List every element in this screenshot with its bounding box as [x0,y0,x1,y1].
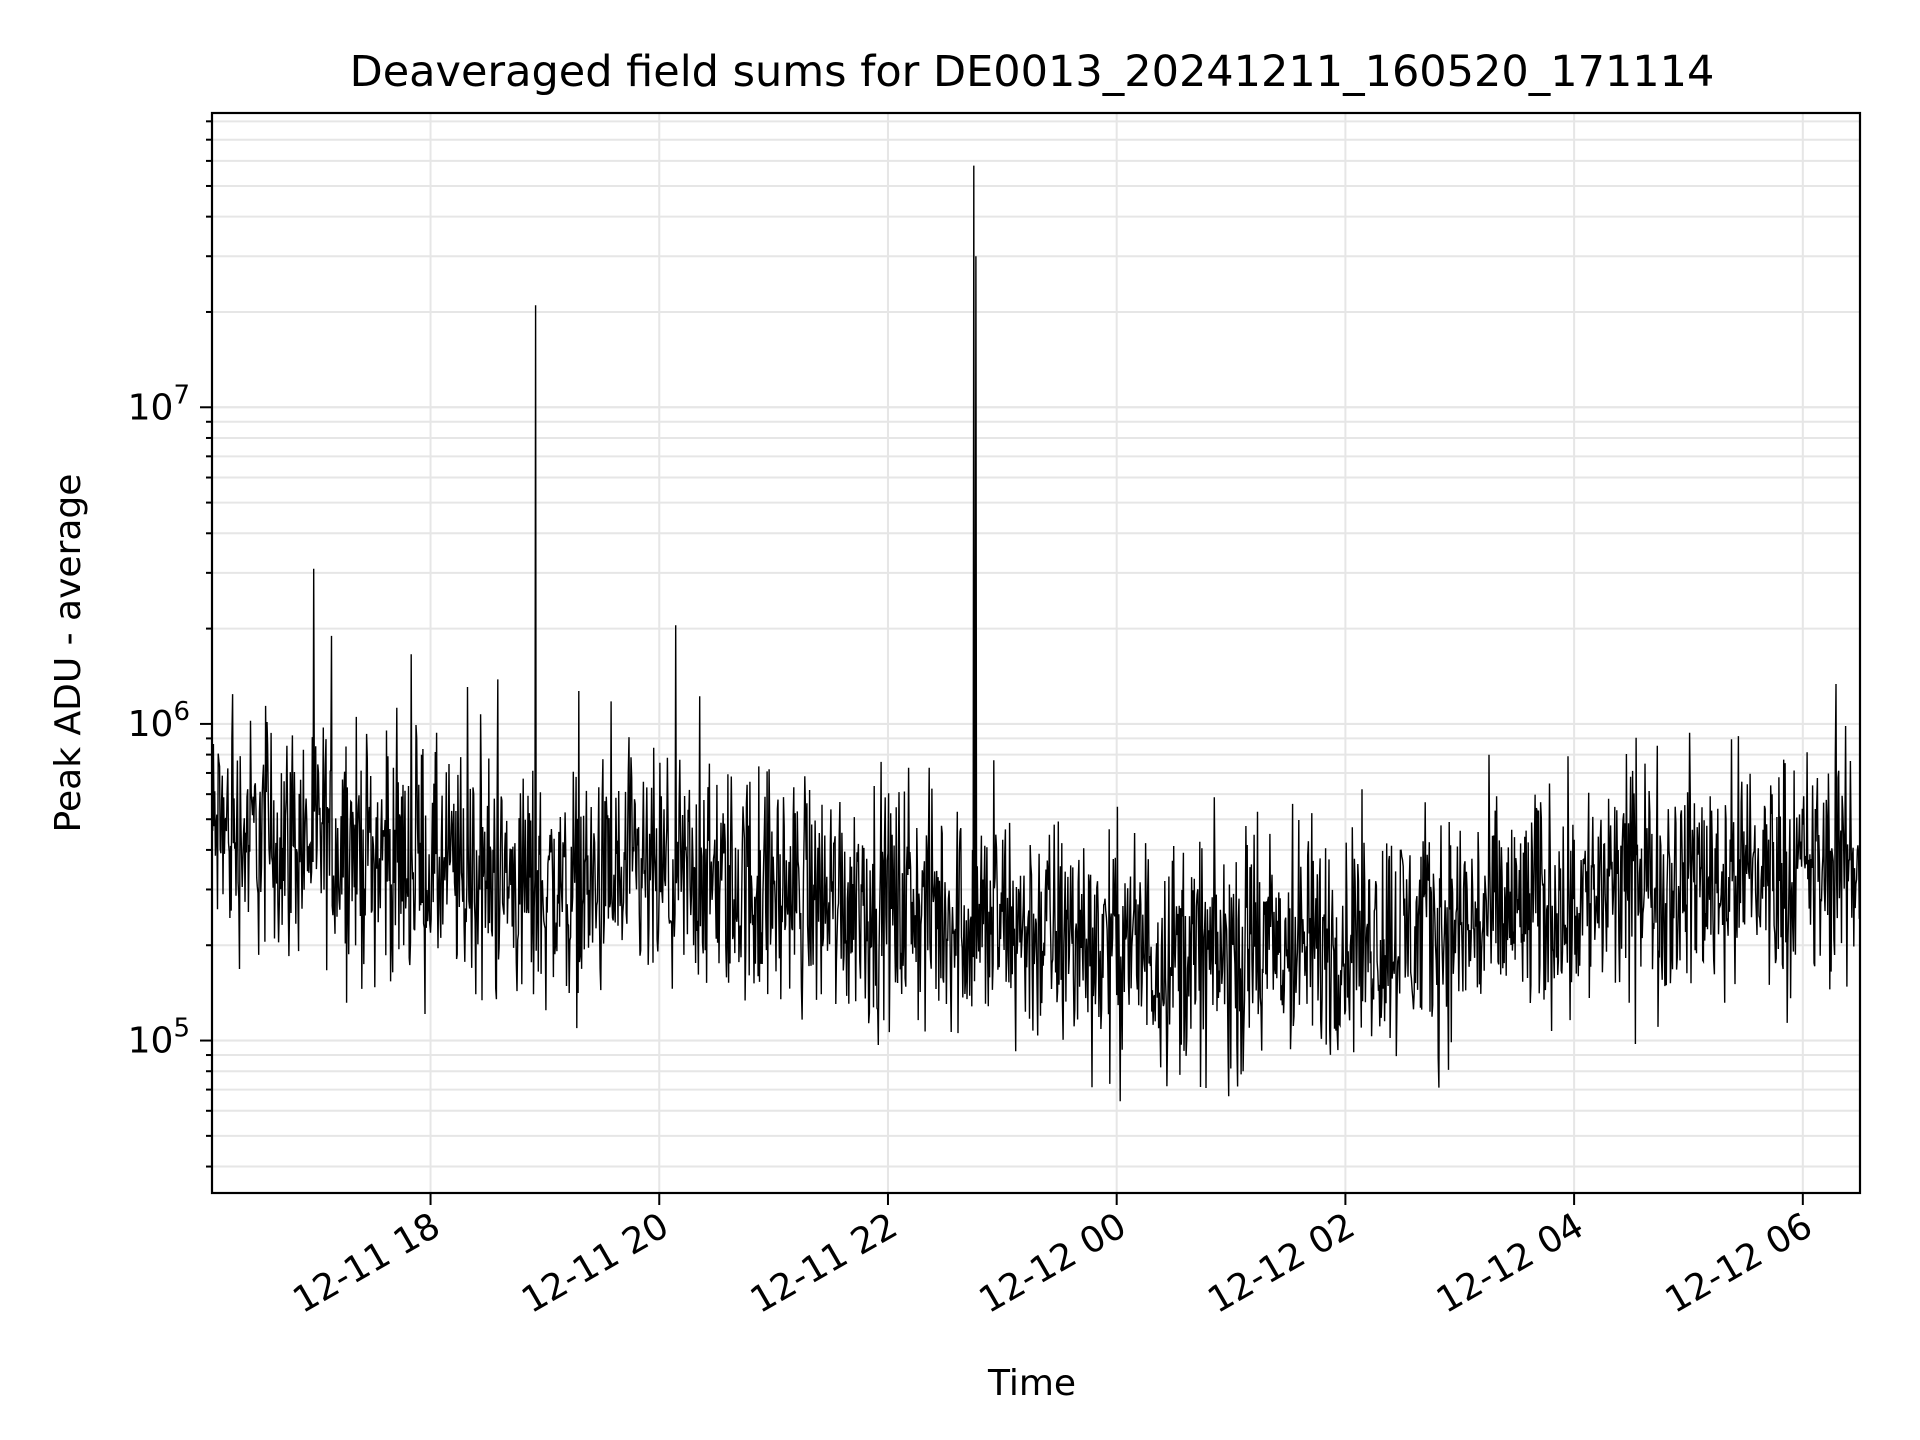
x-tick-label: 12-11 22 [744,1205,905,1321]
x-tick-label: 12-12 06 [1659,1205,1820,1321]
axes: 105 106 107 12-11 18 12-11 20 12-11 22 12-12 0… [128,111,1862,1322]
x-axis-label: Time [987,1363,1076,1404]
x-tick-label: 12-12 04 [1430,1205,1591,1321]
data-series [211,165,1861,1102]
y-tick-label: 106 [128,697,190,745]
plot-frame [210,111,1862,1195]
x-tick-label: 12-11 20 [515,1205,676,1321]
chart-title: Deaveraged field sums for DE0013_2024121… [350,47,1715,97]
series-line [211,165,1861,1102]
y-tick-label: 105 [128,1014,190,1062]
y-axis-label: Peak ADU - average [48,474,89,833]
grid [212,113,1860,1193]
x-tick-label: 12-12 02 [1201,1205,1362,1321]
x-tick-label: 12-12 00 [973,1205,1134,1321]
x-tick-label: 12-11 18 [286,1205,447,1321]
y-tick-label: 107 [128,380,190,428]
